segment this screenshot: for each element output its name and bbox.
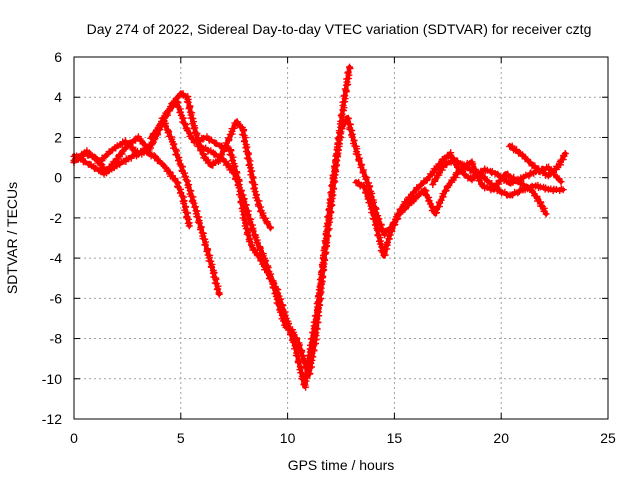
- y-tick-label: -6: [50, 290, 63, 306]
- series-sat-h: [506, 142, 569, 180]
- chart-title: Day 274 of 2022, Sidereal Day-to-day VTE…: [87, 21, 592, 37]
- data-markers: [352, 158, 550, 259]
- data-markers: [194, 114, 565, 378]
- axis-ticks: [73, 56, 609, 420]
- x-tick-label: 20: [493, 430, 509, 446]
- x-tick-label: 25: [600, 430, 616, 446]
- x-axis: 0 5 10 15 20 25: [70, 430, 616, 446]
- x-axis-label: GPS time / hours: [288, 457, 395, 473]
- y-axis-label: SDTVAR / TECUs: [4, 182, 20, 294]
- data-markers: [70, 63, 354, 391]
- series-sat-d: [147, 117, 223, 298]
- series-sat-b: [70, 63, 354, 391]
- plot-area: [70, 63, 569, 391]
- series-sat-f: [352, 158, 550, 259]
- data-markers: [70, 148, 193, 230]
- y-tick-label: -10: [42, 371, 62, 387]
- x-tick-label: 5: [177, 430, 185, 446]
- y-tick-label: 0: [54, 170, 62, 186]
- series-sat-c: [70, 148, 193, 230]
- y-tick-label: -4: [50, 250, 63, 266]
- y-tick-label: 6: [54, 49, 62, 65]
- y-tick-label: -12: [42, 411, 62, 427]
- data-markers: [147, 117, 223, 298]
- data-markers: [429, 156, 567, 199]
- y-tick-label: 4: [54, 89, 62, 105]
- x-tick-label: 0: [70, 430, 78, 446]
- y-tick-label: -2: [50, 210, 63, 226]
- y-tick-label: -8: [50, 331, 63, 347]
- data-markers: [506, 142, 569, 180]
- plot-frame: [73, 56, 609, 420]
- y-axis: -12 -10 -8 -6 -4 -2 0 2 4 6: [42, 49, 62, 427]
- series-sat-g: [429, 156, 567, 199]
- y-tick-label: 2: [54, 129, 62, 145]
- x-tick-label: 15: [387, 430, 403, 446]
- x-tick-label: 10: [280, 430, 296, 446]
